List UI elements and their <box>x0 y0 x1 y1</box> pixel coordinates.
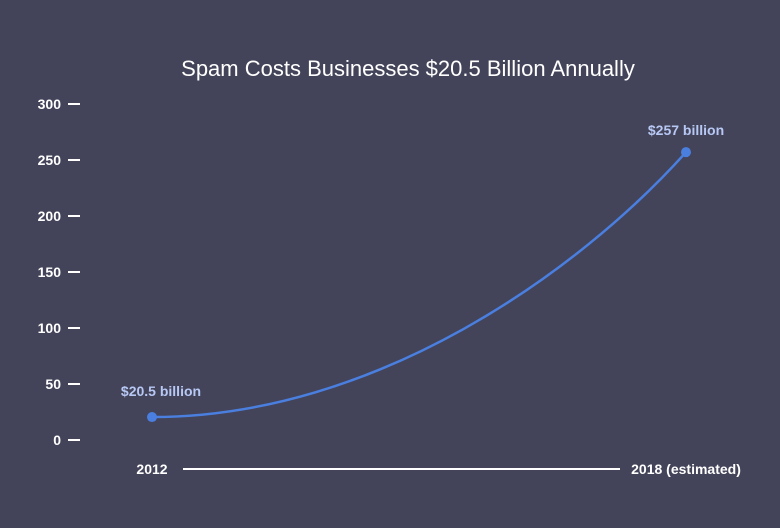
x-tick-label-end: 2018 (estimated) <box>631 461 741 477</box>
series-line <box>151 151 687 419</box>
y-tick-label: 100 <box>38 320 62 336</box>
data-label-start: $20.5 billion <box>121 383 201 399</box>
x-tick-label-start: 2012 <box>136 461 167 477</box>
data-point-2018 <box>681 147 691 158</box>
y-tick-label: 50 <box>45 376 61 392</box>
y-tick-label: 300 <box>38 96 62 112</box>
y-tick-label: 250 <box>38 152 62 168</box>
y-axis: 0 50 100 150 200 250 300 <box>38 96 80 448</box>
data-point-2012 <box>147 412 157 423</box>
y-tick-label: 150 <box>38 264 62 280</box>
chart-title: Spam Costs Businesses $20.5 Billion Annu… <box>181 56 635 81</box>
y-tick-label: 0 <box>53 432 61 448</box>
data-label-end: $257 billion <box>648 122 724 138</box>
y-tick-label: 200 <box>38 208 62 224</box>
